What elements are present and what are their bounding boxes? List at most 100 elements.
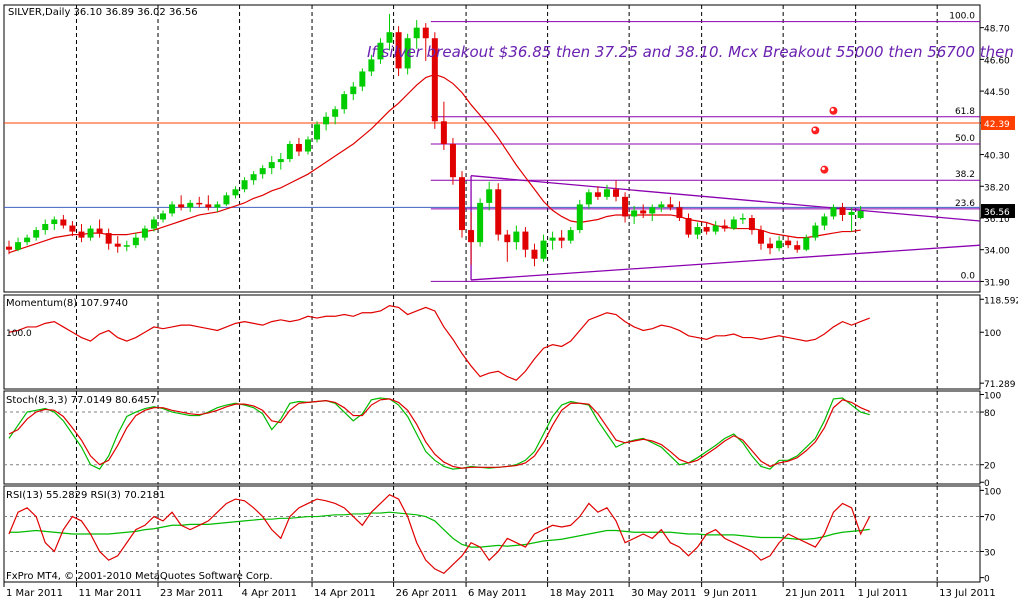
- stochastic-header: Stoch(8,3,3) 77.0149 80.6457: [6, 395, 157, 406]
- candle-body: [250, 174, 257, 181]
- candle-body: [323, 116, 330, 125]
- rsi-panel-frame: [3, 485, 981, 583]
- candle-body: [703, 227, 710, 232]
- price-header: SILVER,Daily 36.10 36.89 36.02 36.56: [8, 7, 198, 18]
- candle-body: [431, 38, 438, 122]
- x-tick-label: 18 May 2011: [550, 588, 615, 599]
- y-tick-label: 70: [984, 514, 996, 524]
- candle-body: [767, 243, 774, 249]
- candle-body: [187, 202, 194, 208]
- candle-body: [776, 240, 783, 249]
- momentum-line: [8, 305, 870, 381]
- current-price-tag-bg: [981, 204, 1015, 219]
- candle-body: [114, 243, 121, 247]
- rsi-line: [9, 511, 870, 548]
- candle-body: [739, 217, 746, 220]
- candle-body: [332, 109, 339, 117]
- candle-body: [96, 228, 103, 234]
- candle-body: [286, 143, 293, 160]
- candle-body: [223, 195, 230, 205]
- candle-body: [15, 242, 22, 250]
- y-tick-label: 80: [984, 409, 996, 419]
- x-tick-label: 14 Apr 2011: [314, 588, 376, 599]
- candle-body: [69, 225, 76, 232]
- candle-body: [640, 210, 647, 214]
- candle-body: [821, 216, 828, 226]
- candle-body: [857, 211, 864, 218]
- y-tick-label: 48.70: [984, 25, 1010, 35]
- candle-body: [268, 162, 275, 169]
- candle-body: [277, 159, 284, 163]
- candle-body: [33, 230, 40, 238]
- x-tick-label: 21 Jun 2011: [785, 588, 845, 599]
- chart-annotation: If silver breakout $36.85 then 37.25 and…: [367, 43, 1018, 61]
- candle-body: [794, 245, 801, 250]
- candle-body: [350, 86, 357, 95]
- candle-body: [87, 228, 94, 238]
- fib-level-label: 0.0: [961, 271, 976, 281]
- candle-body: [540, 240, 547, 259]
- candle-body: [676, 207, 683, 218]
- candle-body: [613, 189, 620, 197]
- candle-body: [150, 219, 157, 229]
- candle-body: [359, 71, 366, 87]
- candle-body: [513, 231, 520, 243]
- candle-body: [649, 207, 656, 214]
- upper-trendline: [471, 175, 981, 222]
- y-tick-label: 100: [984, 392, 1001, 402]
- candle-body: [440, 121, 447, 144]
- candle-body: [404, 38, 411, 69]
- level-tag-label: 42.39: [984, 120, 1010, 130]
- candle-body: [576, 204, 583, 231]
- candle-body: [377, 42, 384, 60]
- candle-body: [667, 204, 674, 208]
- candle-body: [178, 204, 185, 208]
- fib-level-label: 100.0: [949, 12, 975, 22]
- candle-body: [196, 202, 203, 205]
- candle-body: [60, 219, 67, 226]
- level-tag-bg: [981, 115, 1015, 130]
- candle-body: [712, 225, 719, 232]
- y-tick-label: 34.00: [984, 247, 1010, 257]
- candle-body: [259, 168, 266, 175]
- y-tick-label: 31.90: [984, 278, 1010, 288]
- fib-level-label: 23.6: [955, 199, 975, 209]
- x-tick-label: 11 Mar 2011: [78, 588, 141, 599]
- rsi-line: [8, 494, 871, 574]
- y-tick-label: 0: [984, 575, 990, 585]
- momentum-header: Momentum(8) 107.9740: [6, 298, 128, 309]
- y-tick-label: 0: [984, 479, 990, 489]
- stoch-line: [8, 397, 870, 470]
- candle-body: [721, 225, 728, 229]
- candle-body: [304, 139, 311, 152]
- fib-level-label: 38.2: [955, 170, 975, 180]
- y-tick-label: 100: [984, 329, 1001, 339]
- candle-body: [549, 237, 556, 241]
- y-tick-label: 100: [984, 487, 1001, 497]
- candle-body: [685, 217, 692, 235]
- candle-body: [803, 237, 810, 250]
- candle-body: [42, 224, 49, 231]
- candle-body: [105, 233, 112, 244]
- current-price-tag-label: 36.56: [984, 208, 1010, 218]
- candle-body: [368, 59, 375, 72]
- x-tick-label: 4 Apr 2011: [242, 588, 297, 599]
- candle-body: [730, 219, 737, 229]
- candle-body: [477, 202, 484, 243]
- candle-body: [848, 211, 855, 215]
- x-tick-label: 23 Mar 2011: [160, 588, 223, 599]
- x-tick-label: 6 May 2011: [468, 588, 527, 599]
- candle-body: [141, 228, 148, 238]
- y-tick-label: 38.20: [984, 183, 1010, 193]
- candle-body: [468, 230, 475, 243]
- candle-body: [631, 210, 638, 217]
- fib-level-label: 61.8: [955, 107, 975, 117]
- x-tick-label: 9 Jun 2011: [704, 588, 758, 599]
- target-marker-highlight: [830, 108, 834, 112]
- target-marker-highlight: [821, 167, 825, 171]
- price-panel-frame: [3, 4, 981, 293]
- y-tick-label: 71.289: [984, 380, 1016, 390]
- candle-body: [531, 249, 538, 259]
